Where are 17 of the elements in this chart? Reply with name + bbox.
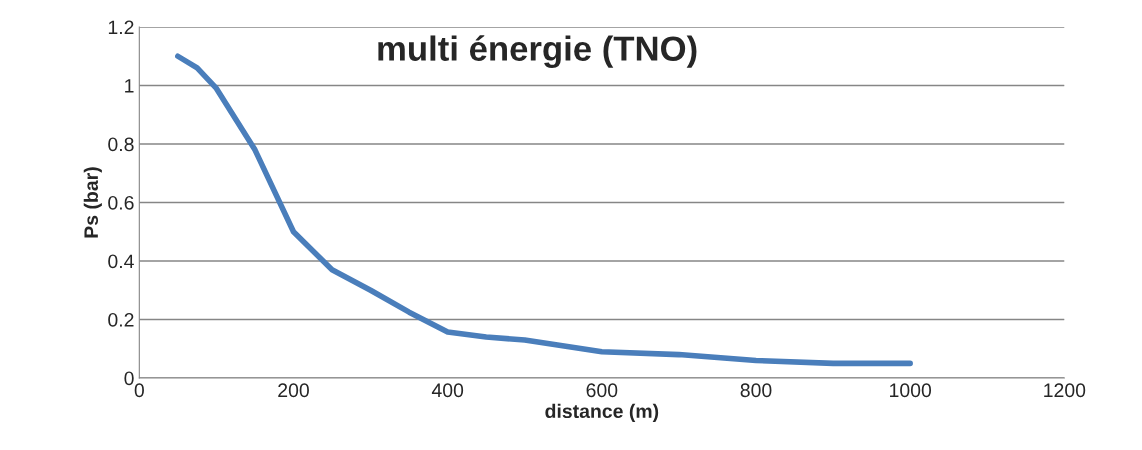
y-axis-title: Ps (bar) — [83, 167, 102, 238]
y-tick-label: 0.4 — [108, 254, 134, 269]
x-tick-label: 800 — [740, 383, 772, 398]
x-axis-title: distance (m) — [545, 403, 659, 422]
x-tick-label: 0 — [134, 383, 144, 398]
y-tick-label: 1.2 — [108, 20, 134, 35]
x-tick-label: 200 — [278, 383, 309, 398]
y-tick-label: 0.8 — [108, 137, 134, 152]
y-tick-label: 1 — [125, 79, 134, 93]
chart-title: multi énergie (TNO) — [378, 35, 697, 68]
y-tick-label: 0.6 — [108, 195, 134, 210]
x-tick-label: 1200 — [1044, 383, 1086, 398]
x-tick-label: 1000 — [890, 383, 932, 398]
y-tick-label: 0 — [124, 371, 134, 386]
x-tick-label: 600 — [586, 383, 618, 398]
x-tick-label: 400 — [431, 383, 464, 398]
y-tick-label: 0.2 — [108, 312, 134, 327]
